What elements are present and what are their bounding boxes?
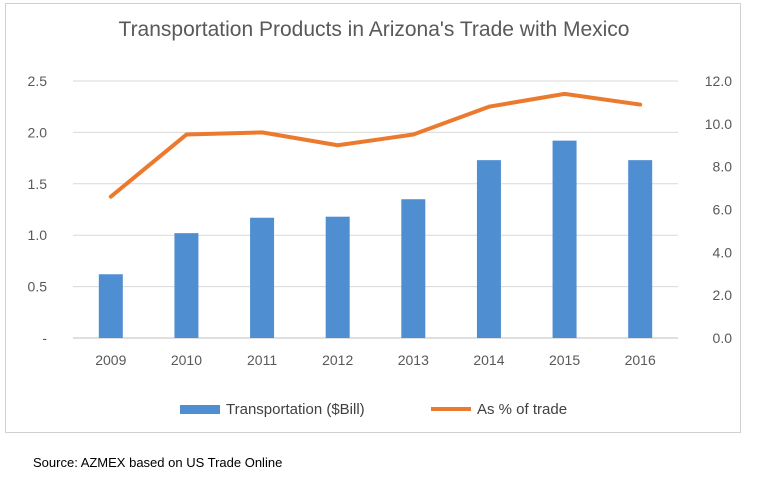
y-left-tick-label: 2.0 [28,124,48,140]
y-right-tick-label: 4.0 [713,244,733,260]
line-series [108,91,643,199]
x-tick-label: 2014 [473,352,504,368]
bar [325,216,350,338]
legend-swatch-bar [180,404,220,414]
legend-swatch-line [431,407,471,411]
y-right-tick-label: 8.0 [713,159,733,175]
y-right-tick-label: 2.0 [713,287,733,303]
x-tick-label: 2009 [95,352,126,368]
x-tick-label: 2016 [625,352,656,368]
bar [174,233,199,338]
y-right-tick-label: 12.0 [705,73,732,89]
legend-label-percent: As % of trade [477,400,568,418]
bar [98,274,123,338]
x-tick-label: 2012 [322,352,353,368]
source-note: Source: AZMEX based on US Trade Online [33,455,283,470]
legend-item-percent: As % of trade [431,399,567,419]
y-left-tick-label: 1.0 [28,227,48,243]
chart-frame: Transportation Products in Arizona's Tra… [5,3,741,433]
x-tick-label: 2015 [549,352,580,368]
bar [628,160,653,338]
chart-plot: - 0.5 1.0 1.5 2.0 2.5 0.0 2.0 4.0 6.0 8.0 10.0 12.0 2… [28,73,733,368]
bar [401,199,426,338]
y-right-tick-label: 6.0 [713,202,733,218]
legend-item-transportation: Transportation ($Bill) [180,399,365,419]
x-tick-label: 2011 [247,352,277,368]
x-tick-label: 2013 [398,352,429,368]
bar [250,217,275,338]
y-right-tick-label: 0.0 [713,330,733,346]
y-right-tick-label: 10.0 [705,116,732,132]
bar [476,160,501,338]
y-left-tick-label: - [42,330,47,346]
y-left-tick-label: 0.5 [28,279,48,295]
y-left-tick-label: 2.5 [28,73,48,89]
chart-title: Transportation Products in Arizona's Tra… [118,18,630,41]
x-tick-label: 2010 [171,352,202,368]
bar [552,140,577,338]
legend-label-transportation: Transportation ($Bill) [226,400,365,418]
y-left-tick-label: 1.5 [28,176,48,192]
